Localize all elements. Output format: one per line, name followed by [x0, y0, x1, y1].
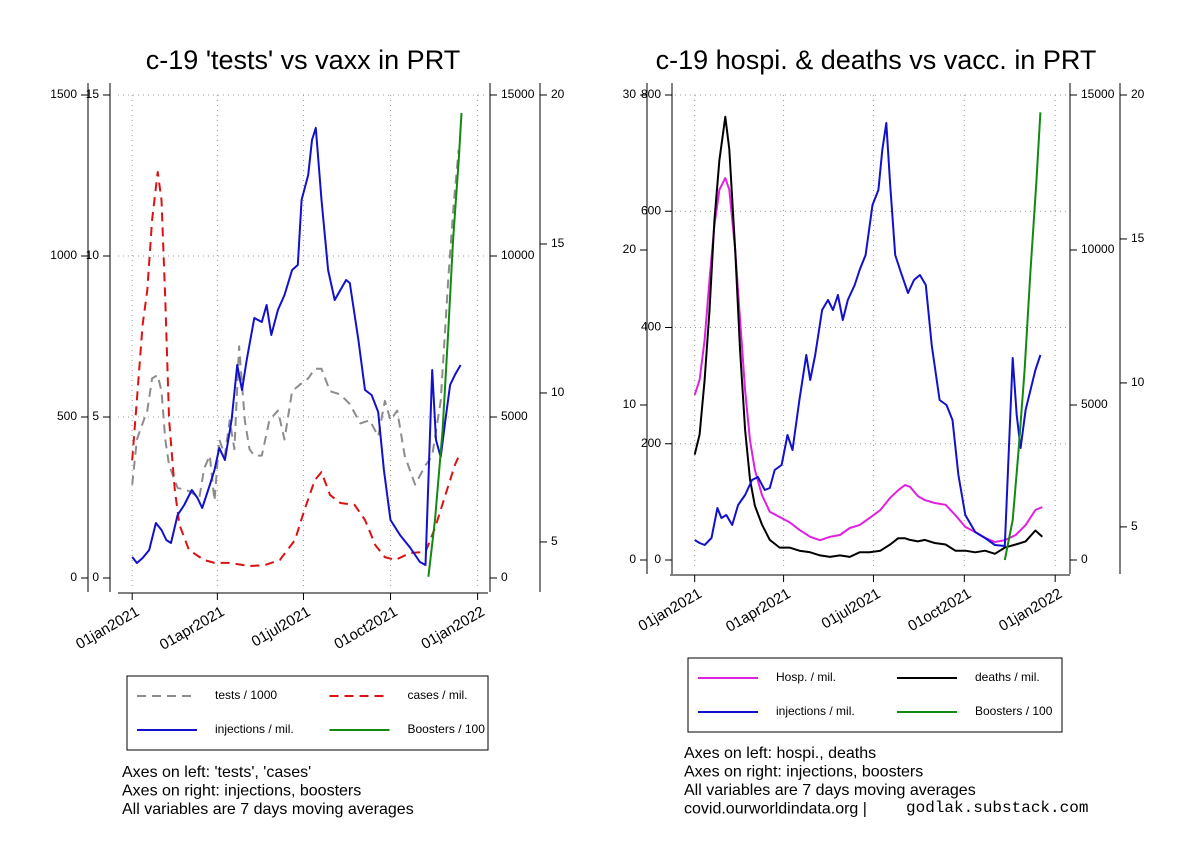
- y-tick-label: 1000: [50, 248, 77, 262]
- y-tick-label: 0: [1081, 552, 1088, 566]
- y-tick-label: 10: [1131, 375, 1145, 389]
- note: Axes on left: hospi., deaths: [684, 745, 876, 762]
- series-line: [131, 126, 462, 566]
- series-line: [693, 115, 1043, 558]
- y-tick-label: 10000: [501, 248, 535, 262]
- y-tick-label: 15: [86, 87, 100, 101]
- series-line: [694, 122, 1042, 547]
- legend-label: injections / mil.: [776, 704, 855, 718]
- y-tick-label: 20: [1131, 87, 1145, 101]
- legend-label: Boosters / 100: [975, 704, 1053, 718]
- y-tick-label: 20: [623, 242, 637, 256]
- series-line: [1003, 112, 1042, 561]
- y-tick-label: 5000: [501, 409, 528, 423]
- y-tick-label: 0: [70, 570, 77, 584]
- legend-label: injections / mil.: [215, 722, 294, 736]
- legend-box: [126, 675, 489, 751]
- y-tick-label: 5: [551, 534, 558, 548]
- y-tick-label: 10000: [1081, 242, 1115, 256]
- note: Axes on left: 'tests', 'cases': [122, 764, 311, 781]
- legend-label: deaths / mil.: [975, 670, 1040, 684]
- note: All variables are 7 days moving averages: [122, 801, 414, 818]
- note: Axes on right: injections, boosters: [122, 783, 361, 800]
- y-tick-label: 0: [501, 570, 508, 584]
- note: Axes on right: injections, boosters: [684, 764, 923, 781]
- y-tick-label: 15000: [1081, 87, 1115, 101]
- y-tick-label: 20: [551, 87, 565, 101]
- y-tick-label: 200: [641, 436, 661, 450]
- y-tick-label: 10: [551, 385, 565, 399]
- y-tick-label: 500: [57, 409, 77, 423]
- y-tick-label: 5000: [1081, 397, 1108, 411]
- credit: godlak.substack.com: [906, 799, 1088, 817]
- y-tick-label: 5: [1131, 519, 1138, 533]
- y-tick-label: 10: [623, 397, 637, 411]
- series-line: [693, 177, 1043, 543]
- y-tick-label: 10: [86, 248, 100, 262]
- chart-title: c-19 'tests' vs vaxx in PRT: [146, 45, 460, 75]
- y-tick-label: 0: [654, 552, 661, 566]
- legend-box: [687, 657, 1063, 733]
- series-line: [131, 171, 462, 568]
- y-tick-label: 30: [623, 87, 637, 101]
- y-tick-label: 5: [92, 409, 99, 423]
- series-line: [427, 112, 463, 577]
- legend-label: cases / mil.: [408, 688, 468, 702]
- y-tick-label: 15: [551, 236, 565, 250]
- y-tick-label: 15: [1131, 231, 1145, 245]
- y-tick-label: 400: [641, 320, 661, 334]
- y-tick-label: 1500: [50, 87, 77, 101]
- y-tick-label: 800: [641, 87, 661, 101]
- y-tick-label: 0: [629, 552, 636, 566]
- series-line: [131, 149, 460, 502]
- note: covid.ourworldindata.org |: [684, 801, 867, 818]
- y-tick-label: 15000: [501, 87, 535, 101]
- legend-label: tests / 1000: [215, 688, 277, 702]
- y-tick-label: 0: [92, 570, 99, 584]
- note: All variables are 7 days moving averages: [684, 782, 976, 799]
- chart-title: c-19 hospi. & deaths vs vacc. in PRT: [656, 45, 1097, 75]
- legend-label: Boosters / 100: [408, 722, 486, 736]
- y-tick-label: 600: [641, 203, 661, 217]
- legend-label: Hosp. / mil.: [776, 670, 836, 684]
